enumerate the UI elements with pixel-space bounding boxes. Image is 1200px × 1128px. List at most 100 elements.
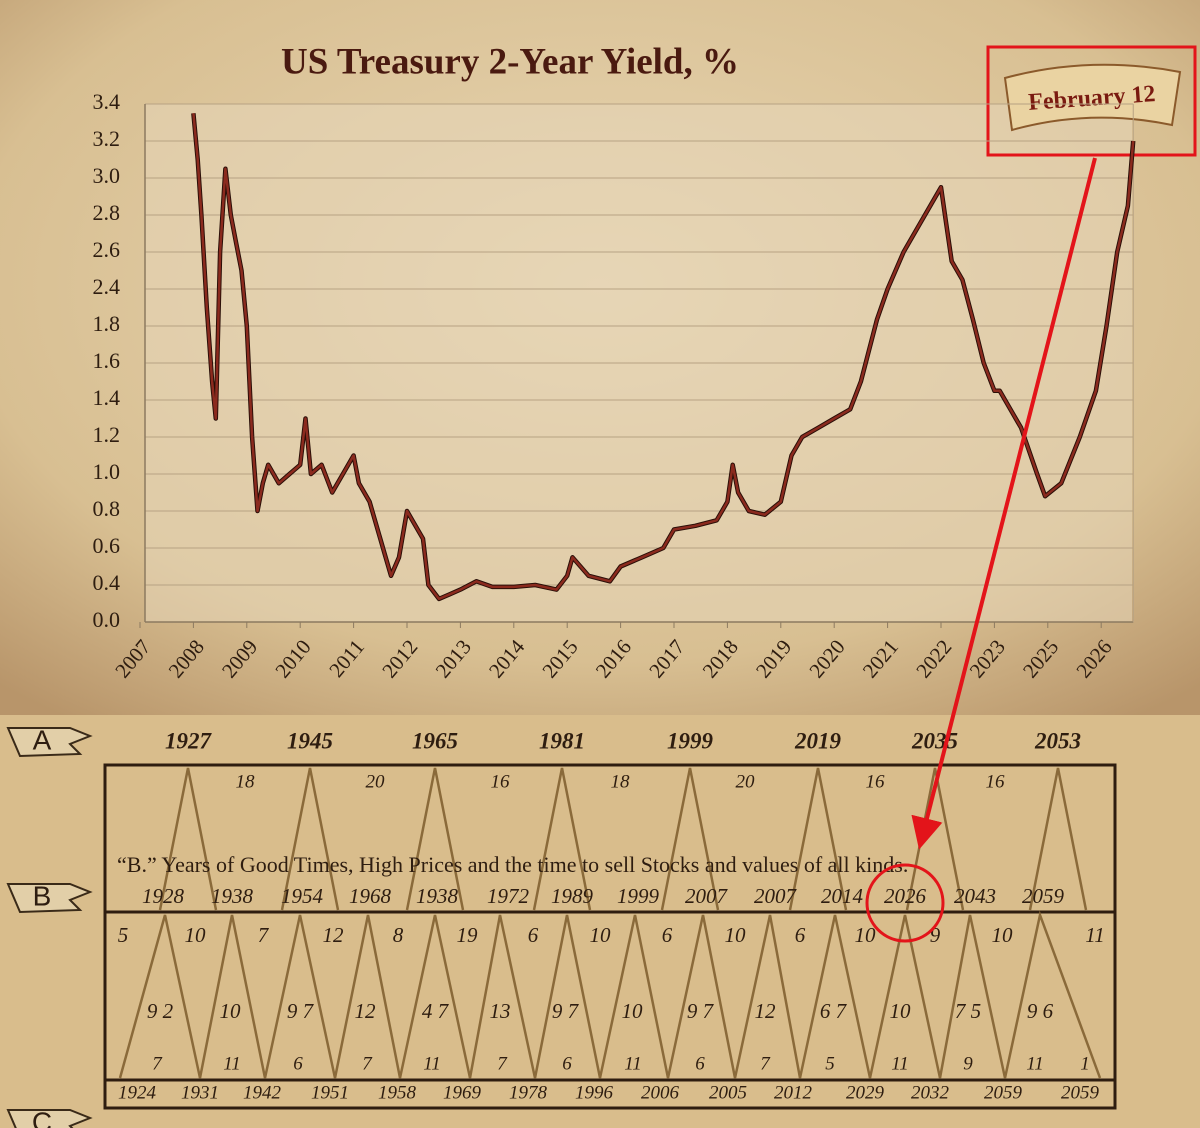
- c-top: 19: [457, 923, 479, 947]
- a-intervals: 18: [236, 771, 256, 792]
- arrow: [911, 157, 1097, 850]
- peak: [158, 767, 218, 911]
- b-years: 1938: [211, 884, 254, 908]
- y-tick-label: 0.6: [93, 533, 121, 558]
- c-bottom: 5: [825, 1053, 835, 1074]
- a-intervals: 16: [491, 771, 511, 792]
- date-banner: February 12: [986, 45, 1197, 157]
- row-label: B: [33, 880, 52, 911]
- a-intervals: 18: [611, 771, 631, 792]
- y-tick-label: 3.2: [93, 126, 121, 151]
- a-years: 1927: [165, 728, 213, 753]
- peak: [1028, 767, 1088, 911]
- y-tick-label: 2.4: [93, 274, 121, 299]
- c-middle: 10: [622, 999, 644, 1023]
- c-bottom: 7: [760, 1053, 771, 1074]
- a-years: 1999: [667, 728, 714, 753]
- chart-title: US Treasury 2-Year Yield, %: [281, 41, 739, 82]
- a-years: 2053: [1034, 728, 1081, 753]
- a-intervals: 20: [366, 771, 386, 792]
- b-years: 1999: [617, 884, 660, 908]
- c-middle: 6 7: [820, 999, 848, 1023]
- c-years: 1942: [243, 1082, 282, 1103]
- b-years: 1989: [551, 884, 594, 908]
- c-middle: 4 7: [422, 999, 450, 1023]
- b-years: 1928: [142, 884, 185, 908]
- c-bottom: 7: [362, 1053, 373, 1074]
- cycle-background: [0, 715, 1200, 1128]
- c-bottom: 6: [293, 1053, 303, 1074]
- b-years: 2007: [754, 884, 798, 908]
- c-top: 9: [930, 923, 941, 947]
- a-intervals: 20: [736, 771, 756, 792]
- c-top: 6: [528, 923, 539, 947]
- hand-icon: [6, 883, 93, 914]
- c-bottom: 11: [423, 1053, 441, 1074]
- a-intervals: 16: [986, 771, 1006, 792]
- c-middle: 10: [890, 999, 912, 1023]
- c-top: 7: [258, 923, 270, 947]
- bottom-strip: [103, 1078, 1117, 1110]
- b-years: 1938: [416, 884, 459, 908]
- c-middle: 12: [355, 999, 377, 1023]
- b-years: 2026: [884, 884, 927, 908]
- c-bottom: 11: [891, 1053, 909, 1074]
- c-bottom: 9: [963, 1053, 973, 1074]
- b-years: 1968: [349, 884, 392, 908]
- b-years: 1954: [281, 884, 324, 908]
- b-caption: “B.” Years of Good Times, High Prices an…: [117, 852, 908, 877]
- c-years: 2032: [911, 1082, 950, 1103]
- c-top: 10: [992, 923, 1014, 947]
- c-middle: 9 7: [687, 999, 715, 1023]
- banner-scroll: [1003, 63, 1182, 132]
- a-intervals: 16: [866, 771, 886, 792]
- c-years: 1924: [118, 1082, 157, 1103]
- peak: [405, 767, 465, 911]
- c-years: 1969: [443, 1082, 482, 1103]
- c-middle: 9 6: [1027, 999, 1054, 1023]
- row-label: A: [33, 724, 52, 755]
- c-years: 2059: [1061, 1082, 1100, 1103]
- y-tick-label: 1.2: [93, 422, 121, 447]
- y-tick-label: 2.8: [93, 200, 121, 225]
- c-years: 2059: [984, 1082, 1023, 1103]
- peak: [905, 767, 965, 911]
- c-top: 6: [795, 923, 806, 947]
- y-tick-label: 0.0: [93, 607, 121, 632]
- peak: [788, 767, 848, 911]
- b-years: 2059: [1022, 884, 1065, 908]
- a-years: 1965: [412, 728, 458, 753]
- y-tick-label: 1.8: [93, 311, 121, 336]
- b-years: 2014: [821, 884, 864, 908]
- b-years: 2007: [685, 884, 729, 908]
- c-bottom: 11: [624, 1053, 642, 1074]
- c-years: 2005: [709, 1082, 747, 1103]
- zigzag: [118, 910, 1102, 1079]
- c-middle: 9 7: [552, 999, 580, 1023]
- y-tick-label: 2.6: [93, 237, 121, 262]
- a-years: 2019: [794, 728, 842, 753]
- c-bottom: 7: [497, 1053, 508, 1074]
- b-years: 1972: [487, 884, 530, 908]
- c-years: 1978: [509, 1082, 548, 1103]
- c-top: 11: [1085, 923, 1104, 947]
- c-top: 10: [725, 923, 747, 947]
- c-years: 2006: [641, 1082, 680, 1103]
- data-line: [192, 113, 1135, 601]
- a-years: 1981: [539, 728, 585, 753]
- y-tick-label: 1.6: [93, 348, 121, 373]
- row-label: C: [32, 1106, 52, 1128]
- y-tick-label: 3.0: [93, 163, 121, 188]
- c-top: 6: [662, 923, 673, 947]
- c-bottom: 6: [562, 1053, 572, 1074]
- c-years: 1931: [181, 1082, 219, 1103]
- c-top: 10: [855, 923, 877, 947]
- c-bottom: 11: [223, 1053, 241, 1074]
- c-bottom: 7: [152, 1053, 163, 1074]
- c-bottom: 11: [1026, 1053, 1044, 1074]
- c-top: 10: [185, 923, 207, 947]
- peak: [660, 767, 720, 911]
- peak: [532, 767, 592, 911]
- c-years: 1958: [378, 1082, 417, 1103]
